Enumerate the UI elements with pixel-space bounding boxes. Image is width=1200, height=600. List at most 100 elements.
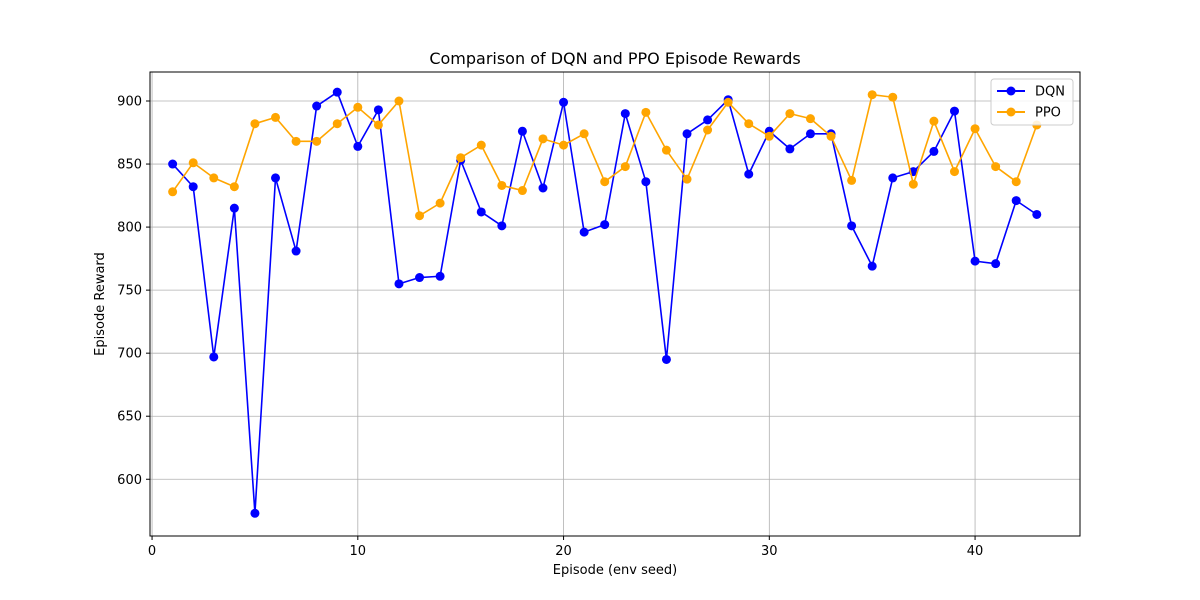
data-point-dqn bbox=[929, 146, 939, 156]
data-point-ppo bbox=[373, 120, 383, 130]
x-tick-label: 20 bbox=[555, 544, 572, 559]
data-point-ppo bbox=[538, 134, 548, 144]
data-point-ppo bbox=[250, 119, 260, 129]
data-point-dqn bbox=[517, 126, 527, 136]
data-point-dqn bbox=[888, 173, 898, 183]
x-tick-label: 0 bbox=[148, 544, 156, 559]
y-tick-label: 650 bbox=[117, 410, 142, 425]
data-point-ppo bbox=[991, 162, 1001, 172]
data-point-ppo bbox=[949, 167, 959, 177]
legend-marker-ppo bbox=[1006, 107, 1016, 117]
series-area bbox=[168, 87, 1042, 518]
data-point-dqn bbox=[373, 105, 383, 115]
data-point-dqn bbox=[744, 169, 754, 179]
y-axis-label: Episode Reward bbox=[93, 252, 108, 356]
data-point-ppo bbox=[291, 136, 301, 146]
data-point-ppo bbox=[312, 136, 322, 146]
plot-frame bbox=[149, 71, 1081, 537]
y-tick-label: 600 bbox=[117, 473, 142, 488]
data-point-ppo bbox=[209, 173, 219, 183]
data-point-dqn bbox=[353, 141, 363, 151]
data-point-dqn bbox=[1032, 209, 1042, 219]
data-point-dqn bbox=[476, 207, 486, 217]
axis-ticks: 0 10 20 30 40 600 650 700 750 800 850 900 bbox=[117, 95, 983, 560]
data-point-dqn bbox=[271, 173, 281, 183]
data-point-ppo bbox=[476, 140, 486, 150]
data-point-ppo bbox=[435, 198, 445, 208]
data-point-ppo bbox=[826, 131, 836, 141]
data-point-ppo bbox=[1011, 177, 1021, 187]
data-point-dqn bbox=[497, 221, 507, 231]
data-point-ppo bbox=[744, 119, 754, 129]
data-point-dqn bbox=[209, 352, 219, 362]
legend-label-dqn: DQN bbox=[1035, 85, 1065, 100]
data-point-dqn bbox=[641, 177, 651, 187]
x-tick-label: 10 bbox=[350, 544, 367, 559]
data-point-dqn bbox=[867, 261, 877, 271]
data-point-ppo bbox=[497, 180, 507, 190]
y-tick-label: 750 bbox=[117, 284, 142, 299]
data-point-dqn bbox=[250, 508, 260, 518]
data-point-dqn bbox=[785, 144, 795, 154]
data-point-ppo bbox=[579, 129, 589, 139]
data-point-dqn bbox=[1011, 196, 1021, 206]
data-point-dqn bbox=[661, 354, 671, 364]
data-point-dqn bbox=[291, 246, 301, 256]
data-point-dqn bbox=[949, 106, 959, 116]
y-tick-label: 900 bbox=[117, 95, 142, 110]
data-point-ppo bbox=[271, 112, 281, 122]
data-point-dqn bbox=[620, 109, 630, 119]
data-point-dqn bbox=[559, 97, 569, 107]
data-point-ppo bbox=[661, 145, 671, 155]
data-point-dqn bbox=[703, 115, 713, 125]
data-point-dqn bbox=[394, 279, 404, 289]
data-point-ppo bbox=[641, 107, 651, 117]
data-point-ppo bbox=[888, 92, 898, 102]
data-point-ppo bbox=[847, 175, 857, 185]
data-point-ppo bbox=[517, 186, 527, 196]
data-point-dqn bbox=[600, 220, 610, 230]
data-point-ppo bbox=[394, 96, 404, 106]
data-point-dqn bbox=[229, 203, 239, 213]
data-point-dqn bbox=[991, 259, 1001, 269]
series-dqn bbox=[168, 87, 1042, 518]
data-point-ppo bbox=[970, 124, 980, 134]
data-point-ppo bbox=[682, 174, 692, 184]
data-point-ppo bbox=[600, 177, 610, 187]
data-point-dqn bbox=[435, 271, 445, 281]
x-tick-label: 30 bbox=[761, 544, 778, 559]
data-point-ppo bbox=[188, 158, 198, 168]
data-point-dqn bbox=[168, 159, 178, 169]
chart-title: Comparison of DQN and PPO Episode Reward… bbox=[429, 49, 800, 68]
data-point-ppo bbox=[559, 140, 569, 150]
data-point-dqn bbox=[805, 129, 815, 139]
data-point-dqn bbox=[579, 227, 589, 237]
data-point-ppo bbox=[929, 116, 939, 126]
x-tick-label: 40 bbox=[967, 544, 984, 559]
y-tick-label: 800 bbox=[117, 221, 142, 236]
data-point-ppo bbox=[456, 153, 466, 163]
data-point-ppo bbox=[353, 102, 363, 112]
data-point-ppo bbox=[332, 119, 342, 129]
data-point-dqn bbox=[970, 256, 980, 266]
data-point-ppo bbox=[867, 90, 877, 100]
legend-marker-dqn bbox=[1006, 86, 1016, 96]
data-point-dqn bbox=[847, 221, 857, 231]
y-tick-label: 700 bbox=[117, 347, 142, 362]
data-point-dqn bbox=[538, 183, 548, 193]
data-point-dqn bbox=[188, 182, 198, 192]
data-point-ppo bbox=[785, 109, 795, 119]
data-point-dqn bbox=[415, 273, 425, 283]
data-point-ppo bbox=[908, 179, 918, 189]
data-point-ppo bbox=[620, 162, 630, 172]
data-point-dqn bbox=[312, 101, 322, 111]
data-point-ppo bbox=[703, 125, 713, 135]
data-point-dqn bbox=[682, 129, 692, 139]
data-point-ppo bbox=[805, 114, 815, 124]
data-point-ppo bbox=[415, 211, 425, 221]
data-point-dqn bbox=[332, 87, 342, 97]
legend: DQN PPO bbox=[990, 78, 1074, 126]
legend-label-ppo: PPO bbox=[1035, 106, 1061, 121]
data-point-ppo bbox=[764, 131, 774, 141]
